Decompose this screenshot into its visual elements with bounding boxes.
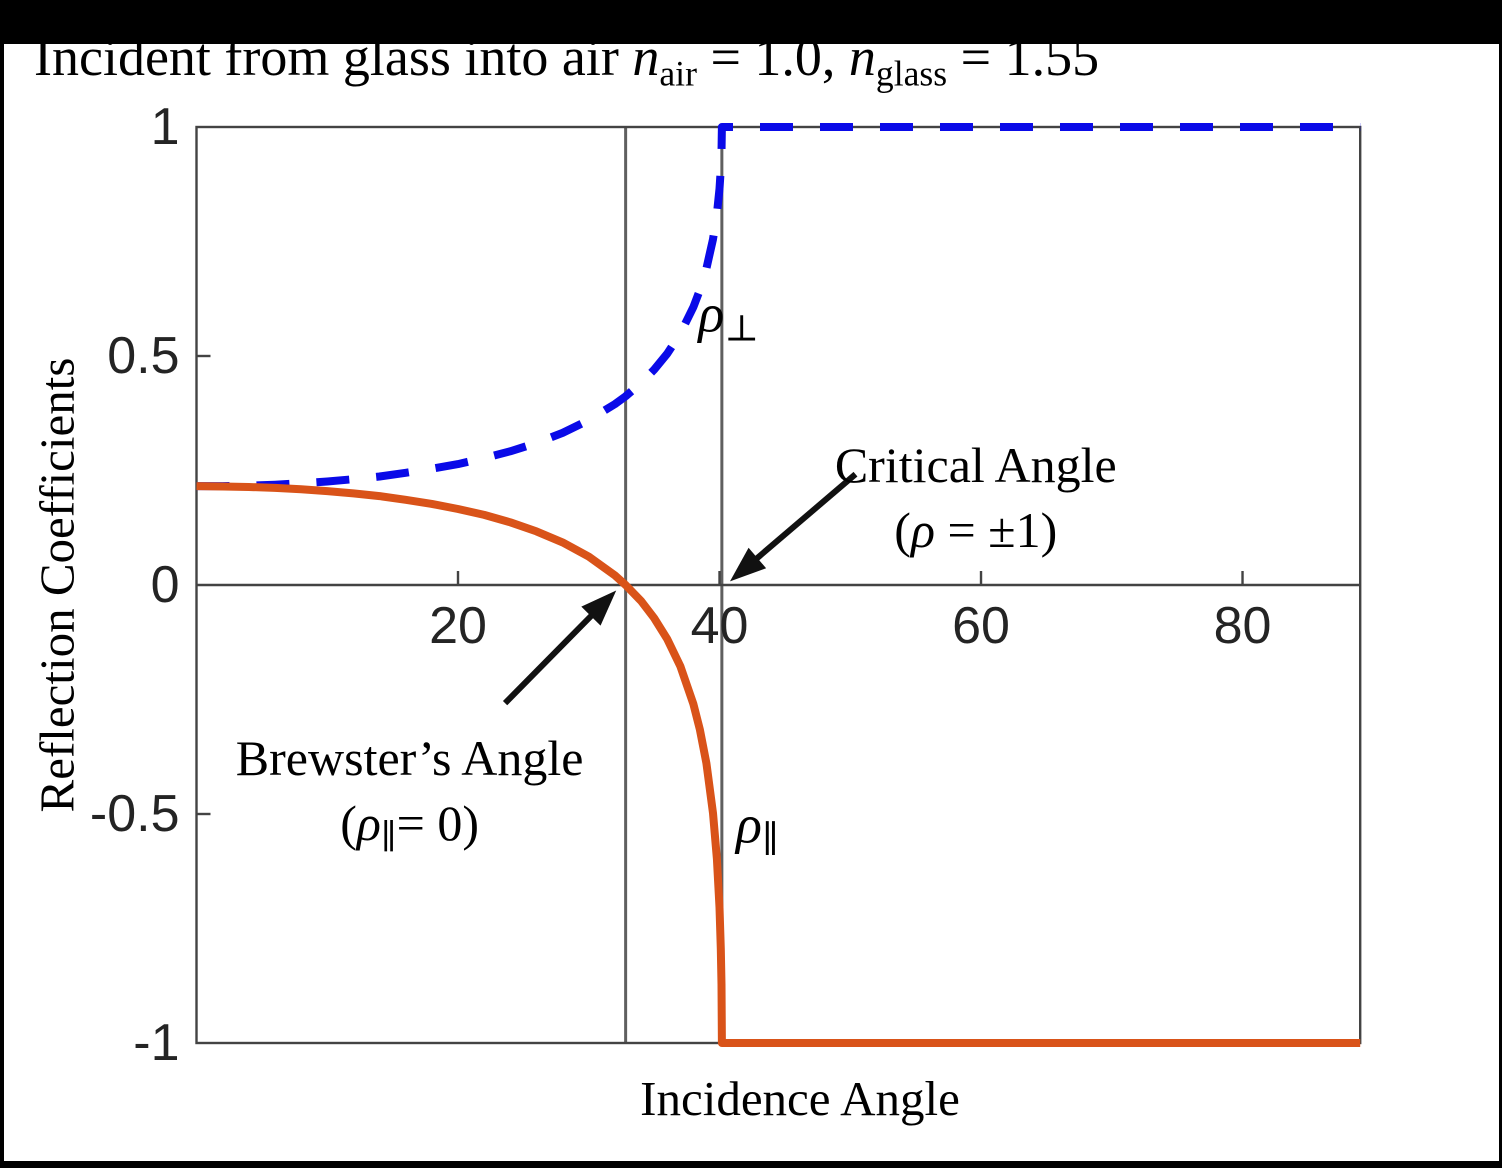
brewster-arrow-head xyxy=(581,590,617,626)
frame-bottom-bar xyxy=(0,1161,1502,1168)
frame-top-bar xyxy=(0,0,1502,44)
x-axis-label: Incidence Angle xyxy=(640,1071,960,1126)
x-tick-label: 60 xyxy=(952,597,1010,655)
y-tick-label: 0 xyxy=(150,556,180,614)
frame-right-bar xyxy=(1499,0,1502,1168)
critical-annotation-line1: Critical Angle xyxy=(834,436,1117,493)
y-tick-label: 0.5 xyxy=(107,327,180,385)
brewster-annotation-line1: Brewster’s Angle xyxy=(235,730,584,787)
critical-annotation-line2: (ρ = ±1) xyxy=(894,501,1058,558)
critical-annotation: Critical Angle (ρ = ±1) xyxy=(835,433,1117,563)
rho_perpendicular-curve xyxy=(196,123,1361,491)
x-tick-label: 20 xyxy=(429,597,487,655)
brewster-annotation: Brewster’s Angle (ρ∥= 0) xyxy=(236,726,584,860)
y-tick-label: -0.5 xyxy=(89,785,180,843)
frame-left-bar xyxy=(0,0,4,1168)
critical-arrow-shaft xyxy=(749,471,858,566)
critical-arrow-head xyxy=(729,547,767,582)
x-tick-label: 80 xyxy=(1213,597,1272,655)
rho-par-curve-label: ρ∥ xyxy=(735,794,779,860)
rho_parallel-curve xyxy=(196,482,1361,1047)
y-axis-label: Reflection Coefficients xyxy=(29,357,85,813)
y-tick-label: 1 xyxy=(150,98,180,156)
title-n-glass-subscript: glass xyxy=(875,53,948,94)
y-tick-label: -1 xyxy=(133,1014,180,1072)
brewster-annotation-line2: (ρ∥= 0) xyxy=(340,795,479,857)
brewster-arrow-shaft xyxy=(502,608,599,706)
x-tick-label: 40 xyxy=(690,597,749,655)
rho-perp-curve-label: ρ⊥ xyxy=(698,283,759,349)
title-n-air-subscript: air xyxy=(659,53,697,94)
